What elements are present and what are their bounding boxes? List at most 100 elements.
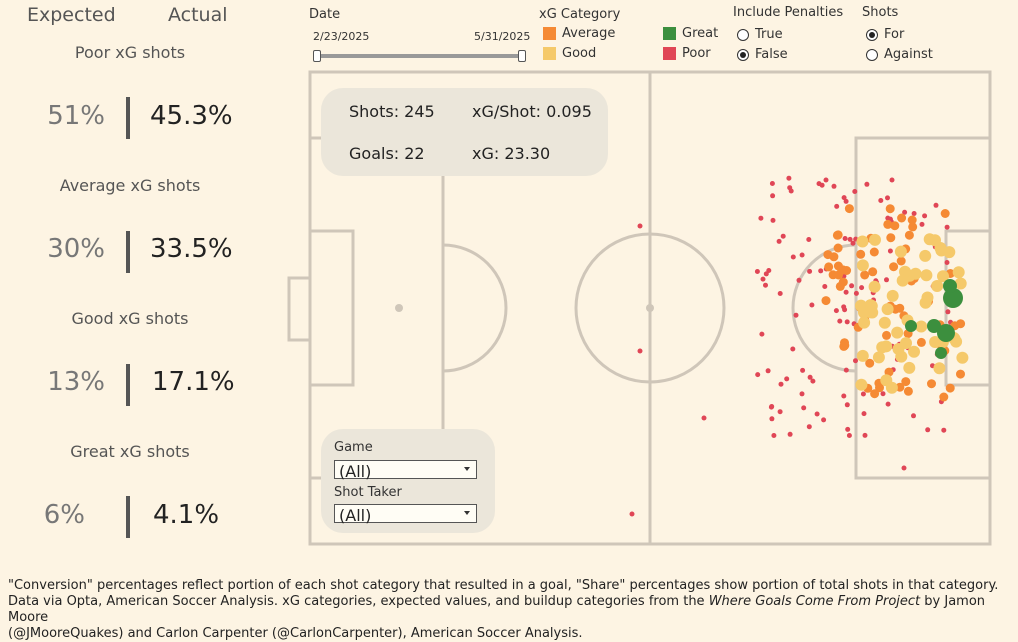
shot-dot-average [956, 369, 965, 379]
shot-dot-good [937, 270, 949, 283]
soccer-pitch [287, 70, 992, 546]
shot-dot-poor [853, 290, 859, 296]
date-slider-end-handle[interactable] [518, 50, 526, 62]
shot-dot-poor [790, 254, 796, 260]
shot-dot-good [919, 249, 932, 262]
shot-dot-good [856, 259, 869, 272]
shot-dot-poor [769, 181, 775, 186]
shot-dot-good [881, 303, 894, 316]
shot-dot-poor [801, 405, 807, 411]
shot-dot-good [908, 345, 920, 358]
radio-icon[interactable] [866, 28, 878, 41]
shot-dot-average [868, 267, 878, 277]
penalties-true-radio[interactable]: True [737, 27, 783, 42]
radio-icon[interactable] [737, 28, 749, 41]
shot-dot-poor [849, 283, 855, 289]
goals-count: Goals: 22 [349, 144, 425, 163]
good-swatch [543, 47, 556, 60]
shot-dot-average [939, 392, 949, 402]
radio-icon[interactable] [866, 48, 878, 61]
actual-value: 45.3% [150, 101, 233, 131]
shot-dot-poor [814, 411, 820, 417]
shot-dot-average [956, 319, 966, 329]
radio-label: Against [884, 47, 933, 62]
shot-dot-great [905, 320, 917, 332]
date-slider-start-handle[interactable] [313, 50, 321, 62]
shot-taker-select[interactable]: (All) [334, 504, 477, 525]
shots-label: Shots [862, 5, 899, 20]
shots-against-radio[interactable]: Against [866, 47, 933, 62]
shot-dot-average [890, 221, 900, 231]
shot-dot-poor [887, 248, 893, 254]
shot-dot-poor [862, 432, 868, 438]
chevron-down-icon [464, 467, 470, 471]
shot-dot-average [829, 252, 839, 262]
shot-dot-poor [911, 413, 916, 419]
shot-dot-average [908, 222, 918, 232]
left-penalty-area [308, 136, 445, 480]
footer-note: "Conversion" percentages reflect portion… [8, 578, 1013, 642]
legend-great[interactable]: Great [663, 26, 718, 41]
expected-value: 6% [43, 500, 85, 530]
radio-label: False [755, 47, 788, 62]
shot-dot-poor [637, 223, 643, 229]
shot-dot-poor [787, 431, 793, 437]
radio-label: For [884, 27, 905, 42]
shot-dots [629, 175, 969, 517]
shot-dot-poor [901, 465, 907, 471]
xg-category-label: xG Category [539, 7, 621, 22]
shot-dot-poor [944, 260, 950, 265]
legend-good[interactable]: Good [543, 46, 596, 61]
shot-dot-good [869, 233, 881, 246]
shot-dot-poor [799, 391, 805, 397]
shot-dot-poor [852, 189, 858, 194]
shots-for-radio[interactable]: For [866, 27, 904, 42]
shot-dot-great [935, 347, 947, 359]
game-label: Game [334, 440, 373, 455]
shot-dot-poor [780, 233, 786, 239]
game-select[interactable]: (All) [334, 460, 477, 481]
shot-dot-great [943, 288, 963, 308]
penalties-false-radio[interactable]: False [737, 47, 788, 62]
shot-dot-good [915, 320, 928, 333]
chevron-down-icon [464, 511, 470, 515]
penalties-label: Include Penalties [733, 5, 844, 20]
shot-dot-good [856, 235, 869, 248]
legend-average[interactable]: Average [543, 26, 615, 41]
shot-dot-poor [844, 319, 850, 325]
divider-bar [126, 364, 130, 406]
expected-value: 30% [47, 234, 105, 264]
shot-dot-poor [765, 368, 771, 374]
shot-dot-average [945, 383, 955, 393]
shot-dot-great [943, 279, 957, 293]
xg-per-shot: xG/Shot: 0.095 [472, 102, 592, 121]
shot-dot-poor [933, 202, 939, 208]
actual-value: 17.1% [152, 367, 235, 397]
poor-swatch [663, 47, 676, 60]
shot-dot-poor [793, 312, 799, 318]
shot-dot-average [833, 243, 843, 253]
project-name: Where Goals Come From Project [708, 594, 921, 609]
shot-dot-poor [637, 348, 643, 354]
game-select-value: (All) [339, 462, 372, 481]
shot-dot-poor [885, 215, 891, 221]
date-slider-track[interactable] [316, 54, 526, 58]
legend-label: Average [562, 26, 616, 41]
shot-dot-poor [759, 331, 765, 337]
expected-header: Expected [27, 4, 116, 26]
shot-dot-average [927, 379, 936, 389]
legend-label: Good [562, 46, 597, 61]
radio-icon[interactable] [737, 48, 749, 61]
shot-dot-poor [861, 411, 867, 417]
footer-line-2: Data via Opta, American Soccer Analysis.… [8, 594, 986, 625]
shot-dot-poor [925, 427, 931, 433]
left-penalty-spot [395, 304, 403, 312]
shot-dot-great [927, 319, 941, 333]
shot-dot-good [894, 245, 907, 258]
shot-dot-poor [763, 282, 768, 288]
legend-poor[interactable]: Poor [663, 46, 711, 61]
shot-dot-poor [821, 417, 827, 423]
shot-dot-good [921, 291, 934, 304]
shot-dot-poor [842, 236, 848, 241]
shot-dot-poor [941, 427, 947, 433]
